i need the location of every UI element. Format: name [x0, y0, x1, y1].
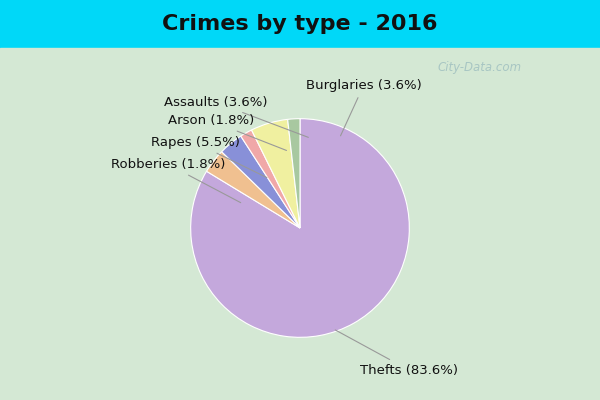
Wedge shape [221, 136, 300, 228]
Text: Arson (1.8%): Arson (1.8%) [168, 114, 286, 150]
Wedge shape [287, 119, 300, 228]
Bar [0, 48, 600, 400]
Text: Assaults (3.6%): Assaults (3.6%) [164, 96, 308, 137]
Wedge shape [251, 119, 300, 228]
Text: Rapes (5.5%): Rapes (5.5%) [151, 136, 267, 178]
Text: Burglaries (3.6%): Burglaries (3.6%) [305, 79, 421, 136]
Text: City-Data.com: City-Data.com [438, 62, 522, 74]
Text: Robberies (1.8%): Robberies (1.8%) [111, 158, 241, 203]
Wedge shape [191, 119, 409, 337]
Wedge shape [241, 130, 300, 228]
Text: Thefts (83.6%): Thefts (83.6%) [335, 330, 458, 377]
Wedge shape [206, 152, 300, 228]
Text: Crimes by type - 2016: Crimes by type - 2016 [162, 14, 438, 34]
